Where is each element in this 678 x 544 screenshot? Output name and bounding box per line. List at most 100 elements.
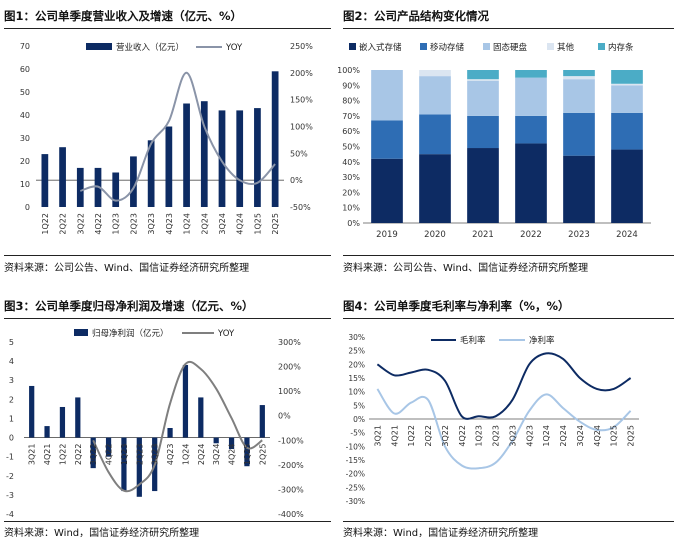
x-tick-label: 3Q24 — [218, 213, 227, 235]
x-tick-label: 1Q22 — [58, 444, 67, 466]
y-tick-label: 20% — [342, 188, 360, 197]
x-tick-label: 2Q25 — [627, 425, 636, 447]
x-tick-label: 2Q22 — [59, 213, 68, 235]
net-profit-bar — [259, 405, 265, 438]
stack-segment — [419, 70, 451, 77]
x-tick-label: 1Q25 — [610, 425, 619, 447]
stack-segment — [467, 80, 499, 116]
x-tick-label: 2020 — [424, 230, 446, 240]
y-tick-label: 0% — [353, 415, 365, 424]
net-profit-bar — [121, 437, 127, 492]
legend-label: 移动存储 — [430, 42, 465, 53]
source-rule — [343, 255, 674, 256]
x-tick-label: 1Q24 — [183, 213, 192, 235]
stack-segment — [515, 77, 547, 116]
legend-swatch — [349, 43, 356, 50]
legend-label: 其他 — [557, 42, 575, 53]
y-tick-label: 80% — [342, 97, 360, 106]
y2-tick-label: -300% — [278, 485, 304, 494]
stack-segment — [563, 155, 595, 223]
y-tick-label: 20% — [348, 360, 365, 369]
x-tick-label: 1Q24 — [181, 444, 190, 466]
legend-yoy-label: YOY — [225, 43, 243, 53]
stack-segment — [563, 70, 595, 77]
x-tick-label: 2022 — [520, 230, 542, 240]
y2-tick-label: 0% — [278, 412, 291, 421]
legend-profit-swatch — [74, 329, 88, 336]
legend-swatch — [420, 43, 427, 50]
stack-segment — [563, 76, 595, 80]
y2-tick-label: 200% — [278, 363, 301, 372]
stack-segment — [515, 143, 547, 223]
margins-chart: -30% -25% -20% -15% -10% -5% 0% 5% 10% 15% 20% 25% 3… — [346, 333, 639, 506]
revenue-bar — [112, 172, 120, 207]
x-tick-label: 4Q22 — [458, 425, 467, 447]
net-profit-bar — [136, 437, 142, 497]
y-tick-label: 70% — [342, 112, 360, 121]
y-tick-label: 5% — [353, 401, 365, 410]
legend-swatch — [547, 43, 554, 50]
stack-segment — [611, 70, 643, 84]
x-tick-label: 4Q24 — [236, 213, 245, 235]
y-tick-label: 30% — [348, 333, 365, 342]
revenue-bar — [165, 126, 173, 207]
legend-label: 内存条 — [608, 42, 634, 53]
title-rule — [343, 318, 674, 319]
net-profit-bar — [167, 428, 173, 438]
y-tick-label: 60% — [342, 127, 360, 136]
product-mix-chart: 0% 10% 20% 30% 40% 50% 60% 70% 80% 90% 100% 2019 202… — [337, 42, 651, 240]
x-tick-label: 4Q24 — [593, 425, 602, 447]
revenue-bar — [271, 71, 279, 207]
y-tick-label: 2 — [9, 395, 14, 404]
legend-label: 固态硬盘 — [493, 42, 528, 53]
y-tick-label: 50% — [342, 143, 360, 152]
x-tick-label: 3Q22 — [76, 213, 85, 235]
y-tick-label: 60 — [20, 65, 30, 74]
net-profit-bar — [244, 437, 250, 467]
x-tick-label: 2019 — [376, 230, 398, 240]
x-tick-label: 1Q25 — [253, 213, 262, 235]
y-tick-label: 90% — [342, 81, 360, 90]
x-tick-label: 4Q21 — [390, 425, 399, 447]
stack-segment — [419, 76, 451, 115]
x-tick-label: 3Q23 — [147, 213, 156, 235]
revenue-chart: 0 10 20 30 40 50 60 70 -50% 0% 50% 100% 150% 200% 250%… — [20, 42, 313, 235]
stack-segment — [371, 158, 403, 223]
y-tick-label: 5 — [9, 338, 14, 347]
y-tick-label: 100% — [337, 66, 360, 75]
x-tick-label: 4Q23 — [525, 425, 534, 447]
y-tick-label: -1 — [6, 453, 14, 462]
y-tick-label: 3 — [9, 376, 14, 385]
y-tick-label: 4 — [9, 357, 14, 366]
revenue-bar — [236, 110, 244, 207]
legend-revenue-label: 营业收入（亿元） — [116, 42, 184, 53]
y-tick-label: 10% — [348, 388, 365, 397]
stack-segment — [371, 120, 403, 159]
stack-segment — [563, 79, 595, 113]
x-tick-label: 2Q22 — [74, 444, 83, 466]
stack-segment — [467, 70, 499, 80]
x-tick-label: 3Q23 — [151, 444, 160, 466]
x-tick-label: 3Q21 — [373, 425, 382, 447]
x-tick-label: 2Q24 — [200, 213, 209, 235]
gross-margin-line — [376, 352, 632, 420]
x-tick-label: 4Q24 — [228, 444, 237, 466]
x-tick-label: 3Q21 — [28, 444, 37, 466]
panel-title: 图3：公司单季度归母净利润及增速（亿元、%） — [4, 299, 254, 313]
y2-tick-label: 50% — [290, 149, 308, 158]
x-tick-label: 3Q22 — [89, 444, 98, 466]
stack-segment — [467, 148, 499, 223]
stack-segment — [611, 112, 643, 150]
revenue-bar — [254, 108, 261, 207]
y2-tick-label: -400% — [278, 510, 304, 519]
legend-swatch — [598, 43, 605, 50]
net-margin-line — [376, 388, 632, 470]
x-tick-label: 4Q23 — [166, 444, 175, 466]
net-profit-bar — [44, 426, 50, 438]
legend-profit-label: 归母净利润（亿元） — [92, 328, 169, 339]
x-tick-label: 3Q24 — [212, 444, 221, 466]
x-tick-label: 1Q23 — [120, 444, 129, 466]
net-profit-bar — [182, 364, 189, 438]
legend-gross-label: 毛利率 — [460, 335, 486, 346]
source-rule — [343, 521, 674, 522]
